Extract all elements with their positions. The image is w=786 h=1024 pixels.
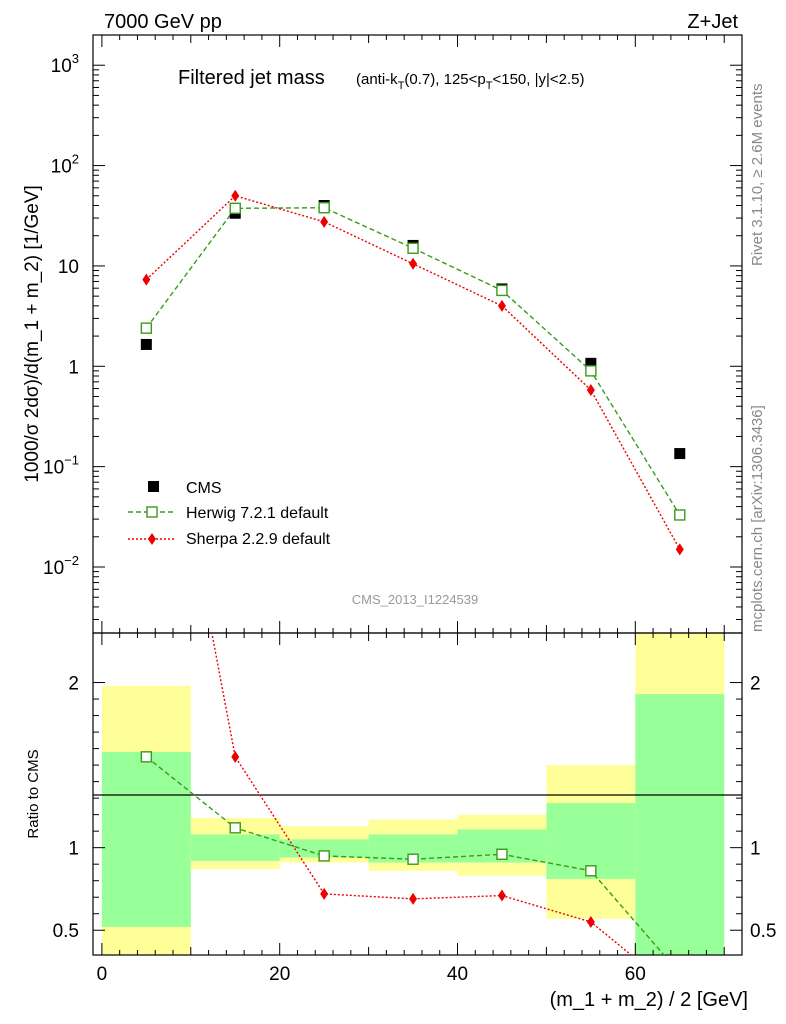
y-tick-label: 10−1 [43,453,79,479]
x-tick-label: 40 [447,964,468,985]
herwig-ratio-point [675,968,685,978]
legend-herwig-label: Herwig 7.2.1 default [186,505,329,522]
y-tick-label: 10−2 [43,553,79,579]
ratio-y-tick-label-left: 1 [68,839,79,860]
y-tick-label: 10 [58,257,79,278]
cms-point [140,338,152,350]
herwig-point [585,365,597,377]
ratio-y-tick-label-right: 1 [750,839,761,860]
legend-cms-label: CMS [186,480,222,497]
ratio-y-tick-label-left: 2 [68,674,79,695]
legend-herwig-marker [146,506,158,518]
sherpa-point [409,257,418,270]
axis-ticks [93,34,742,955]
main-y-axis-label: 1000/σ 2dσ)/d(m_1 + m_2) [1/GeV] [22,185,43,483]
sherpa-point [320,215,329,228]
sherpa-point [675,543,684,556]
ratio-y-axis-label: Ratio to CMS [25,749,42,838]
herwig-point [407,242,419,254]
herwig-ratio-point [407,853,419,865]
mcplots-label: mcplots.cern.ch [arXiv:1306.3436] [749,405,766,632]
x-axis-label: (m_1 + m_2) / 2 [GeV] [550,989,748,1011]
ratio-band-green-2 [279,839,369,858]
main-series-markers [140,189,686,556]
x-tick-label: 20 [269,964,290,985]
cms-point [674,448,686,460]
sherpa-ratio-point [409,892,418,905]
legend-sherpa-marker [148,533,156,545]
ratio-series-markers [140,750,685,978]
ratio-plot-frame [92,632,743,956]
herwig-ratio-point [140,751,153,763]
legend: CMS Herwig 7.2.1 default Sherpa 2.2.9 de… [128,480,331,548]
herwig-point [229,202,241,215]
sherpa-ratio-point [231,750,240,763]
sherpa-ratio-point [586,915,595,928]
sherpa-point [586,384,595,397]
herwig-ratio-point [496,848,508,860]
plot-subtitle: (anti-kT(0.7), 125<pT<150, |y|<2.5) [356,71,585,92]
herwig-point [140,322,153,334]
herwig-point [674,509,686,521]
ratio-y-tick-label-right: 2 [750,674,761,695]
ratio-band-green-6 [635,694,725,955]
x-tick-label: 0 [97,964,108,985]
ratio-uncertainty-bands [101,633,725,955]
header-process-label: Z+Jet [687,11,738,33]
ratio-y-tick-label-right: 0.5 [750,921,776,942]
y-tick-label: 103 [51,51,79,77]
legend-cms-marker [148,481,159,492]
herwig-ratio-point [585,865,597,877]
rivet-version-label: Rivet 3.1.10, ≥ 2.6M events [749,84,766,267]
sherpa-point [142,273,151,286]
herwig-point [318,202,330,214]
ratio-band-green-0 [101,751,191,927]
cms-point [585,357,597,369]
y-tick-label: 102 [51,152,79,178]
ratio-band-green-1 [190,834,280,861]
analysis-id-label: CMS_2013_I1224539 [352,592,479,607]
plot-title: Filtered jet mass [178,67,325,89]
y-tick-label: 1 [68,357,79,378]
herwig-point [496,284,508,297]
herwig-ratio-point [318,850,330,862]
sherpa-point [231,189,240,202]
legend-sherpa-label: Sherpa 2.2.9 default [186,531,331,548]
ratio-y-tick-label-left: 0.5 [53,921,79,942]
header-energy-label: 7000 GeV pp [104,11,222,33]
sherpa-ratio-point [320,887,329,900]
herwig-ratio-point [229,822,241,834]
x-tick-label: 60 [625,964,646,985]
sherpa-ratio-point [497,889,506,902]
sherpa-point [497,299,506,312]
